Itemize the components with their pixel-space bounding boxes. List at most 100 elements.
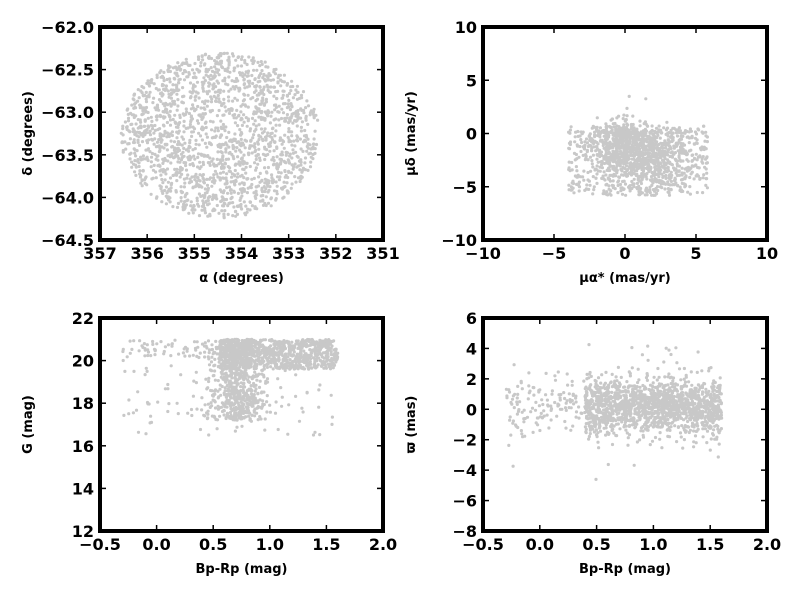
data-point	[241, 159, 245, 163]
data-point	[275, 145, 279, 149]
data-point	[188, 141, 192, 145]
data-point	[197, 214, 202, 218]
data-point	[650, 124, 654, 128]
data-point	[132, 98, 136, 102]
data-point	[229, 180, 233, 184]
data-point	[256, 392, 260, 396]
data-point	[312, 107, 316, 111]
data-point	[238, 198, 242, 202]
data-point	[674, 181, 678, 185]
data-point	[262, 130, 266, 134]
data-point	[590, 159, 594, 163]
x-tick-label: 354	[225, 244, 258, 263]
data-point	[182, 185, 186, 189]
data-point	[232, 173, 236, 177]
data-point	[653, 179, 658, 183]
data-point	[644, 186, 649, 190]
data-point	[227, 185, 232, 189]
data-point	[201, 162, 206, 167]
data-point	[234, 178, 238, 182]
data-point	[225, 413, 229, 417]
data-point	[195, 67, 199, 71]
data-point	[227, 169, 231, 173]
data-point	[183, 354, 187, 358]
data-point	[182, 124, 186, 128]
data-point	[158, 164, 162, 168]
data-point	[179, 158, 184, 162]
data-point	[219, 145, 223, 150]
data-point	[299, 158, 303, 162]
data-point	[201, 194, 205, 198]
data-point	[614, 137, 619, 141]
data-point	[181, 71, 185, 76]
data-point	[163, 129, 167, 133]
data-point	[599, 130, 603, 134]
data-point	[243, 146, 247, 150]
data-point	[140, 178, 144, 182]
data-point	[627, 130, 631, 134]
data-point	[281, 357, 285, 362]
data-point	[249, 139, 253, 143]
data-point	[188, 63, 192, 67]
data-point	[320, 361, 324, 365]
data-point	[185, 176, 189, 180]
data-point	[602, 134, 606, 138]
data-point	[693, 157, 697, 161]
data-point	[223, 79, 227, 83]
data-point	[322, 366, 326, 370]
data-point	[263, 189, 267, 194]
data-point	[299, 107, 303, 111]
data-point	[180, 172, 184, 176]
data-point	[679, 146, 683, 150]
data-point	[220, 103, 224, 107]
data-point	[171, 102, 175, 106]
data-point	[214, 193, 218, 197]
data-point	[200, 138, 204, 142]
data-point	[309, 351, 313, 355]
data-point	[330, 422, 334, 426]
data-point	[704, 134, 708, 138]
data-point	[184, 57, 188, 61]
data-point	[288, 119, 292, 123]
data-point	[262, 92, 266, 97]
data-point	[700, 160, 704, 164]
data-point	[190, 208, 194, 212]
data-point	[288, 152, 292, 156]
data-point	[313, 345, 317, 350]
data-point	[218, 100, 222, 104]
data-point	[140, 184, 144, 188]
data-point	[253, 345, 257, 349]
data-point	[208, 82, 212, 86]
data-point	[316, 118, 320, 122]
data-point	[611, 160, 616, 164]
data-point	[293, 162, 297, 166]
data-point	[232, 79, 237, 83]
data-point	[618, 130, 623, 134]
data-point	[161, 102, 165, 106]
data-point	[150, 119, 154, 123]
data-point	[290, 347, 294, 351]
data-point	[305, 149, 309, 153]
data-point	[567, 183, 571, 187]
data-point	[213, 357, 217, 361]
data-point	[133, 151, 137, 155]
data-point	[272, 342, 276, 346]
data-point	[210, 184, 214, 188]
data-point	[290, 104, 294, 108]
data-point	[208, 109, 212, 113]
data-point	[658, 155, 662, 159]
data-point	[165, 108, 169, 112]
data-point	[143, 347, 147, 351]
data-point	[640, 174, 644, 178]
data-point	[658, 136, 662, 140]
data-point	[666, 182, 671, 186]
data-point	[278, 123, 282, 127]
data-point	[254, 106, 258, 110]
data-point	[259, 338, 263, 342]
data-point	[309, 357, 313, 361]
data-point	[252, 353, 256, 357]
data-point	[249, 338, 253, 342]
data-point	[256, 399, 260, 403]
data-point	[578, 175, 583, 179]
data-point	[269, 114, 273, 118]
